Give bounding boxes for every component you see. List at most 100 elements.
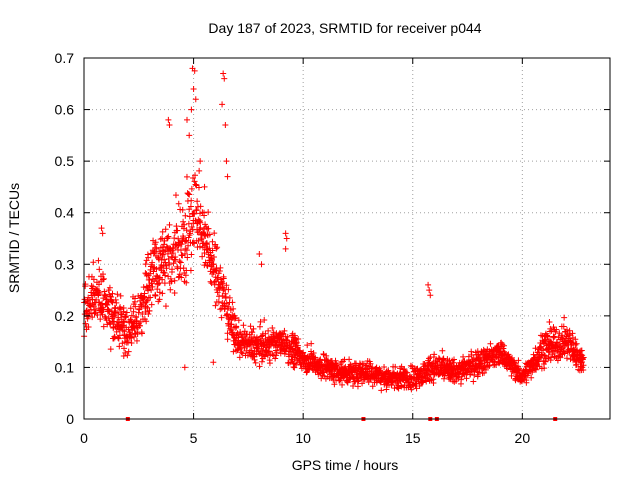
data-point [149, 259, 156, 266]
data-point [171, 277, 178, 284]
data-point [560, 323, 567, 330]
data-point [188, 106, 195, 113]
data-point [197, 203, 204, 210]
data-point [136, 306, 143, 313]
data-point [125, 348, 132, 355]
data-point [541, 352, 548, 359]
data-point [515, 357, 522, 364]
data-point [369, 383, 376, 390]
data-point [515, 365, 522, 372]
data-point [119, 311, 126, 318]
data-point [289, 345, 296, 352]
data-points [81, 65, 587, 394]
data-point [213, 245, 220, 252]
data-point [300, 349, 307, 356]
data-point [228, 321, 235, 328]
x-axis-ticks: 0 5 10 15 20 [80, 58, 530, 446]
data-point [209, 238, 216, 245]
data-point [109, 290, 116, 297]
data-point [97, 316, 104, 323]
data-point [223, 158, 230, 165]
data-point [198, 235, 205, 242]
data-point [108, 298, 115, 305]
data-point [123, 309, 130, 316]
data-point [191, 240, 198, 247]
data-point [95, 291, 102, 298]
data-point [146, 276, 153, 283]
data-point [201, 183, 208, 190]
data-point [120, 322, 127, 329]
data-point [114, 291, 121, 298]
data-point [125, 326, 132, 333]
data-point [122, 313, 129, 320]
data-point [293, 339, 300, 346]
data-point [258, 261, 265, 268]
data-point [91, 310, 98, 317]
data-point [251, 333, 258, 340]
data-point [170, 245, 177, 252]
data-point [159, 290, 166, 297]
data-point [210, 254, 217, 261]
data-point [440, 375, 447, 382]
data-point [425, 281, 432, 288]
data-point [544, 333, 551, 340]
data-point [182, 238, 189, 245]
y-tick-label: 0.5 [55, 153, 75, 169]
data-point [171, 290, 178, 297]
data-point [176, 271, 183, 278]
data-point [257, 318, 264, 325]
data-point [214, 275, 221, 282]
data-point [190, 239, 197, 246]
y-tick-label: 0.3 [55, 256, 75, 272]
data-point [214, 244, 221, 251]
data-point [224, 173, 231, 180]
data-point [195, 184, 202, 191]
data-point [265, 327, 272, 334]
data-point [183, 227, 190, 234]
y-tick-label: 0 [66, 411, 74, 427]
data-point [153, 266, 160, 273]
data-point [303, 369, 310, 376]
data-point [170, 260, 177, 267]
data-point [185, 242, 192, 249]
data-point [196, 243, 203, 250]
data-point [256, 323, 263, 330]
data-point [270, 329, 277, 336]
y-axis-label: SRMTID / TECUs [6, 183, 22, 293]
y-tick-label: 0.6 [55, 102, 75, 118]
data-point [219, 280, 226, 287]
data-point [168, 278, 175, 285]
chart-title: Day 187 of 2023, SRMTID for receiver p04… [208, 20, 481, 36]
data-point [100, 275, 107, 282]
data-point [178, 247, 185, 254]
data-point [195, 237, 202, 244]
data-point [167, 275, 174, 282]
data-point [142, 261, 149, 268]
data-point [119, 340, 126, 347]
data-point [580, 362, 587, 369]
data-point [188, 185, 195, 192]
data-point [209, 247, 216, 254]
data-point [251, 356, 258, 363]
data-point [108, 308, 115, 315]
data-point [113, 328, 120, 335]
data-point [192, 172, 199, 179]
data-point [305, 365, 312, 372]
data-point [107, 346, 114, 353]
x-tick-label: 0 [80, 430, 88, 446]
data-point [94, 311, 101, 318]
data-point [225, 303, 232, 310]
data-point [115, 314, 122, 321]
data-point [528, 374, 535, 381]
data-point [180, 218, 187, 225]
data-point [84, 315, 91, 322]
data-point [114, 309, 121, 316]
data-point [185, 220, 192, 227]
data-point [199, 253, 206, 260]
data-point [548, 327, 555, 334]
data-point [258, 358, 265, 365]
data-point [149, 283, 156, 290]
data-point [557, 354, 564, 361]
data-point [256, 250, 263, 257]
data-point [201, 212, 208, 219]
